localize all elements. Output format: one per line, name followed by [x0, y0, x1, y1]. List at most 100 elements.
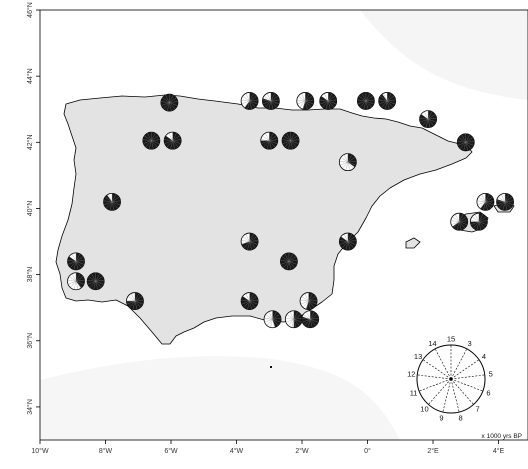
site-pie-spoke — [247, 301, 250, 310]
legend-center — [449, 377, 453, 381]
site-pie-spoke — [285, 318, 294, 320]
legend-clock-label: 14 — [428, 339, 436, 348]
legend-clock-label: 11 — [410, 389, 418, 398]
site-pie-spoke — [249, 233, 254, 242]
site-pie-spoke — [427, 111, 433, 120]
site-pie-spoke — [284, 253, 290, 262]
site-pie-spoke — [270, 96, 278, 102]
site-pie-spoke — [75, 276, 84, 282]
site-pie-spoke — [453, 221, 460, 229]
site-pie-spoke — [450, 220, 460, 222]
iberian-peninsula — [55, 94, 473, 345]
site-pie-spoke — [266, 93, 272, 102]
site-pie-spoke — [269, 133, 274, 141]
site-pie-spoke — [270, 100, 274, 110]
site-pie-spoke — [347, 162, 354, 169]
site-pie — [67, 252, 85, 271]
site-pie-spoke — [280, 260, 289, 262]
site-pie-spoke — [471, 216, 479, 222]
site-pie-spoke — [272, 319, 279, 326]
site-pie-spoke — [111, 194, 117, 202]
site-pie-spoke — [134, 301, 138, 310]
site-pie-spoke — [245, 93, 250, 102]
site-pie-spoke — [299, 100, 306, 108]
site-pie-spoke — [75, 281, 85, 285]
site-pie-fill — [480, 193, 494, 211]
site-pie-spoke — [73, 261, 77, 270]
site-pie-spoke — [300, 299, 309, 302]
site-pie-spoke — [168, 133, 173, 141]
site-pie-spoke — [452, 216, 460, 222]
site-pie-spoke — [361, 93, 367, 102]
site-pie-spoke — [460, 142, 466, 149]
site-pie-spoke — [249, 241, 256, 249]
site-pie-spoke — [260, 139, 270, 141]
site-pie-spoke — [73, 281, 77, 290]
site-pie-spoke — [308, 300, 317, 305]
legend-clock-label: 8 — [458, 413, 462, 422]
site-pie-spoke — [266, 319, 273, 326]
site-pie-spoke — [165, 95, 170, 103]
site-pie-spoke — [476, 221, 480, 230]
site-pie-spoke — [328, 93, 333, 102]
site-pie-spoke — [147, 133, 152, 141]
site-pie-spoke — [268, 311, 273, 320]
site-pie-spoke — [478, 221, 487, 225]
site-pie-spoke — [459, 221, 462, 230]
site-pie-spoke — [87, 280, 96, 282]
site-pie-spoke — [304, 293, 309, 302]
site-pie-spoke — [166, 140, 173, 148]
site-pie-spoke — [263, 96, 271, 102]
site-pie-spoke — [347, 162, 351, 171]
site-pie-spoke — [249, 300, 256, 308]
site-pie-spoke — [249, 241, 258, 245]
site-pie-fill — [305, 292, 318, 310]
site-pie-spoke — [339, 240, 348, 242]
site-pie-spoke — [172, 140, 179, 148]
legend-spoke — [422, 359, 452, 380]
site-pie-spoke — [485, 201, 494, 206]
site-pie-spoke — [288, 261, 292, 270]
site-pie-spoke — [290, 133, 295, 141]
legend-spoke — [450, 378, 483, 392]
site-pie-spoke — [485, 201, 492, 209]
sites-layer — [67, 92, 514, 329]
site-pie-spoke — [70, 281, 77, 288]
legend-spoke — [434, 348, 452, 380]
site-pie-spoke — [249, 96, 257, 102]
site-pie — [469, 212, 488, 231]
site-pie-spoke — [485, 196, 493, 202]
site-pie-spoke — [339, 162, 348, 166]
site-pie-spoke — [457, 221, 460, 230]
site-pie-spoke — [270, 99, 280, 102]
site-pie-spoke — [379, 100, 388, 105]
site-pie-spoke — [296, 99, 306, 102]
site-pie-spoke — [345, 162, 349, 171]
site-pie-spoke — [387, 99, 396, 102]
site-pie-spoke — [293, 319, 300, 326]
legend-clock-label: 12 — [407, 370, 415, 379]
site-pie-spoke — [71, 273, 77, 282]
site-pie-spoke — [280, 261, 289, 265]
site-pie-spoke — [169, 95, 174, 103]
legend-clock-label: 4 — [482, 352, 486, 361]
site-pie-spoke — [485, 200, 494, 202]
site-pie-spoke — [383, 93, 388, 102]
site-pie-spoke — [71, 253, 77, 262]
site-pie-spoke — [308, 301, 311, 310]
site-pie-spoke — [151, 140, 154, 149]
site-pie-spoke — [112, 201, 121, 206]
legend-clock-label: 3 — [468, 339, 472, 348]
site-pie-spoke — [288, 140, 291, 149]
site-pie-spoke — [281, 256, 289, 262]
site-pie-spoke — [243, 241, 250, 249]
site-pie — [496, 192, 514, 211]
site-pie-spoke — [419, 117, 429, 120]
site-pie-fill — [347, 153, 357, 168]
site-pie-spoke — [143, 140, 152, 144]
site-pie-spoke — [380, 96, 388, 102]
site-pie-spoke — [293, 319, 297, 328]
site-pie-spoke — [75, 261, 82, 268]
site-pie-spoke — [290, 135, 298, 141]
